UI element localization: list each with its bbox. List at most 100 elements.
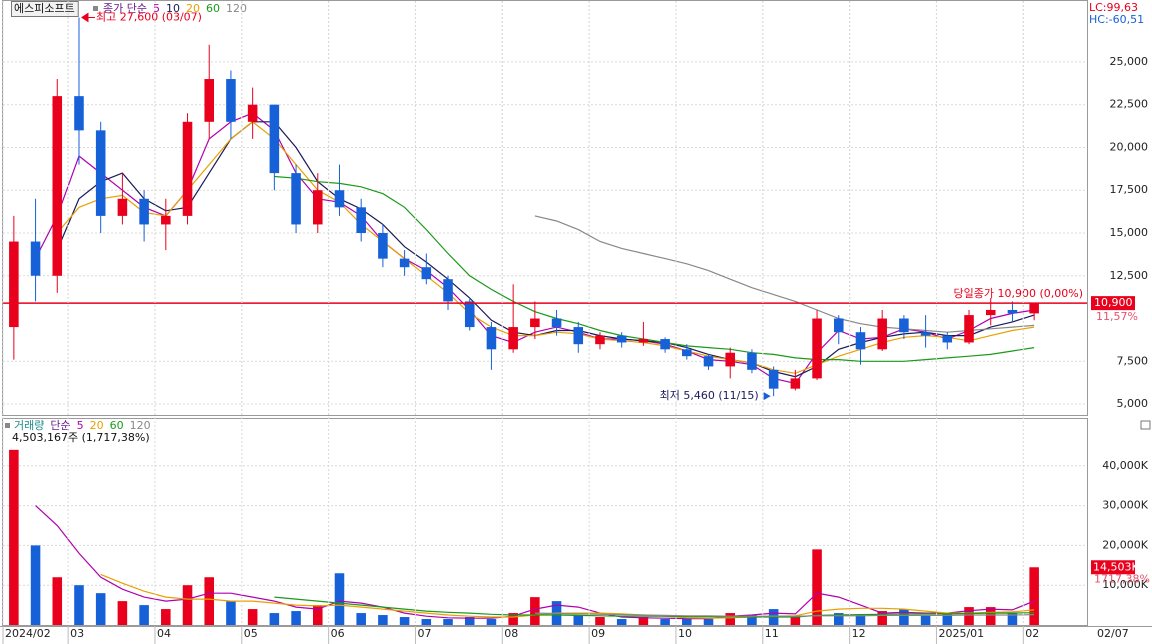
legend-entry: 5 [153,2,160,15]
chart-title: 에스피소프트 [14,2,75,15]
volume-bar [334,573,345,625]
volume-bar [1007,613,1018,625]
close-price-box [1091,296,1135,311]
legend-entry: 120 [130,419,151,432]
legend-title: 거래량 [14,419,44,432]
legend-subtitle: 단순 [50,419,70,432]
candle-body [747,352,757,370]
candle-body [9,241,19,328]
volume-bar [660,619,670,625]
candle-body [334,190,345,208]
volume-bar [182,585,193,625]
moving-average-line [56,121,1035,378]
volume-bar [226,601,236,625]
volume-bar [725,613,736,625]
volume-bar [95,593,106,625]
legend-entry: 10 [166,2,180,15]
legend-title: 종가 단순 [103,2,147,15]
y-tick-label: 10,000K [1102,578,1148,591]
candle-body [486,327,497,350]
panel-button[interactable] [1140,420,1151,430]
y-tick-label: 22,500 [1110,98,1149,111]
moving-average-line [56,121,1035,374]
y-tick-label: 15,000 [1110,226,1149,239]
candle-body [920,332,931,336]
candle-body [595,335,605,345]
volume-bar [9,449,19,625]
legend-entry: 5 [77,419,84,432]
volume-bar [117,601,128,625]
volume-bar [595,617,605,625]
volume-bar [899,609,909,625]
volume-bar [790,617,801,625]
candle-body [464,301,475,328]
candle-body [378,232,388,259]
volume-bar [161,609,171,625]
candle-body [682,349,692,357]
volume-bar [399,617,410,625]
x-tick-label: 2024/02 [5,627,51,640]
volume-bar [312,605,323,625]
x-tick-label: 07 [417,627,431,640]
candle-body [161,215,171,225]
volume-bar [356,613,366,625]
last-volume-label: 14,503K [1093,560,1139,573]
side-label: 11,57% [1096,310,1138,323]
candle-body [247,104,258,122]
candle-body [508,327,518,350]
volume-bar [378,615,388,625]
candle-body [833,318,844,333]
candle-body [703,356,714,367]
moving-average-line [534,612,1035,617]
candle-body [1007,309,1018,314]
x-tick-label: 06 [331,627,345,640]
annotation-arrow [81,12,95,23]
candle-body [812,318,822,379]
volume-bar [703,619,714,625]
volume-bar [247,609,258,625]
volume-bar [573,615,584,625]
y-tick-label: 17,500 [1110,183,1149,196]
last-volume-box [1091,560,1135,575]
moving-average-line [534,215,1035,333]
candle-body [725,352,736,367]
legend-swatch [5,423,10,428]
y-tick-label: 12,500 [1110,269,1149,282]
candle-body [638,339,649,343]
last-ratio-label: 1717,38% [1094,572,1150,585]
volume-bar [139,605,149,625]
candle-body [768,369,779,389]
volume-bar [942,613,953,625]
legend-entry: 120 [226,2,247,15]
y-tick-label: 7,500 [1117,354,1149,367]
candle-body [52,96,63,276]
candle-body [985,309,996,316]
candle-body [356,207,366,233]
candle-body [877,318,887,350]
candle-body [421,267,432,280]
volume-bar [616,619,627,625]
candle-body [399,258,410,268]
candle-body [964,315,974,343]
candle-body [573,327,584,345]
candle-body [616,335,627,343]
x-tick-label: 03 [70,627,84,640]
volume-bar [52,577,63,625]
volume-bar [291,611,301,625]
volume-bar [30,545,41,625]
volume-bar [74,585,84,625]
y-tick-label: 30,000K [1102,499,1148,512]
close-price-label: 10,900 [1094,296,1133,309]
candle-body [269,104,280,174]
moving-average-line [274,175,1035,362]
annotation: 최고 27,600 (03/07) [96,10,202,23]
candle-body [551,318,562,328]
x-tick-label: 02 [1025,627,1039,640]
candle-body [291,173,301,225]
candle-body [443,279,453,302]
legend-swatch [93,6,98,11]
volume-bar [964,607,974,625]
candle-body [226,79,236,122]
candle-body [942,335,953,343]
